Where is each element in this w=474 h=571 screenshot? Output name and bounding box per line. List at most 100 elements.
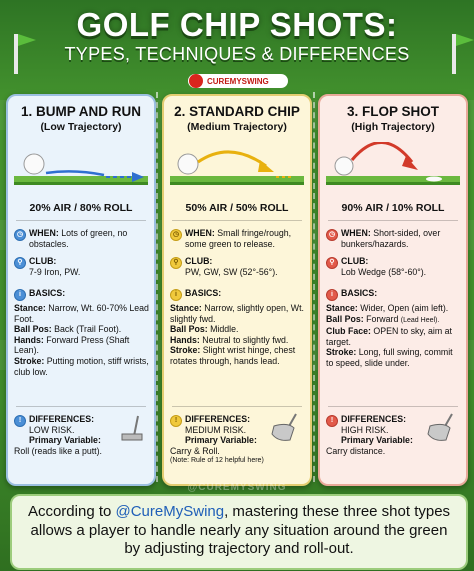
separator xyxy=(16,406,146,407)
basics-section: i BASICS: Stance: Narrow, slightly open,… xyxy=(170,288,306,367)
club-section: ⚲ CLUB: PW, GW, SW (52°-56°). xyxy=(170,256,306,277)
when-label: WHEN: xyxy=(185,228,215,238)
differences-section: ! DIFFERENCES: MEDIUM RISK. Primary Variab… xyxy=(170,414,270,467)
basics-section: i BASICS: Stance: Narrow, Wt. 60-70% Lea… xyxy=(14,288,150,377)
golf-ball-icon xyxy=(334,156,354,176)
air-roll-ratio: 50% AIR / 50% ROLL xyxy=(185,202,289,214)
differences-section: ! DIFFERENCES: HIGH RISK. Primary Variable… xyxy=(326,414,426,456)
primary-variable-label: Primary Variable: xyxy=(185,435,257,446)
differences-icon: ! xyxy=(170,415,182,427)
differences-icon: ! xyxy=(326,415,338,427)
basics-stroke: Stroke: Long, full swing, commit to spee… xyxy=(326,347,453,368)
basics-hands: Hands: Neutral to slightly fwd. xyxy=(170,334,289,345)
separator xyxy=(328,220,458,221)
wedge-icon xyxy=(271,413,297,441)
brand-mark-icon xyxy=(189,74,203,88)
differences-icon: ! xyxy=(14,415,26,427)
when-clock-icon: ◷ xyxy=(326,229,338,241)
separator xyxy=(328,406,458,407)
separator xyxy=(16,220,146,221)
separator xyxy=(172,406,302,407)
divider xyxy=(313,92,315,482)
summary-text: According to @CureMySwing, mastering the… xyxy=(27,503,451,557)
brand-logo: CUREMYSWING xyxy=(188,74,288,88)
club-icon: ⚲ xyxy=(326,257,338,269)
basics-section: i BASICS: Stance: Wider, Open (aim left)… xyxy=(326,288,462,369)
basics-club-face: Club Face: OPEN to sky, aim at target. xyxy=(326,326,452,347)
bump-and-run-trajectory-illustration xyxy=(14,153,148,185)
primary-variable-label: Primary Variable: xyxy=(29,435,101,446)
basics-hands: Hands: Forward Press (Shaft Lean). xyxy=(14,334,130,356)
summary-footer: According to @CureMySwing, mastering the… xyxy=(10,494,468,570)
basics-stance: Stance: Narrow, slightly open, Wt. sligh… xyxy=(170,303,304,324)
page-subtitle: TYPES, TECHNIQUES & DIFFERENCES xyxy=(64,44,410,64)
watermark: @CUREMYSWING xyxy=(187,482,287,493)
when-section: ◷ WHEN: Small fringe/rough, some green t… xyxy=(170,228,306,249)
golf-ball-icon xyxy=(23,153,45,175)
when-text: Lots of green, no obstacles. xyxy=(29,228,128,249)
primary-variable-label: Primary Variable: xyxy=(341,435,413,446)
club-icon: ⚲ xyxy=(14,257,26,269)
rule-of-12-note: (Note: Rule of 12 helpful here) xyxy=(170,457,264,465)
basics-stroke: Stroke: Putting motion, stiff wrists, cl… xyxy=(14,355,149,377)
air-roll-ratio: 20% AIR / 80% ROLL xyxy=(29,202,133,214)
club-section: ⚲ CLUB: Lob Wedge (58°-60°). xyxy=(326,256,462,277)
club-icon: ⚲ xyxy=(170,257,182,269)
primary-variable-text: Carry & Roll. xyxy=(170,445,220,456)
basics-ball-pos: Ball Pos: Middle. xyxy=(170,324,239,335)
when-section: ◷ WHEN: Short-sided, over bunkers/hazard… xyxy=(326,228,462,249)
differences-section: ! DIFFERENCES: LOW RISK. Primary Variable:… xyxy=(14,414,114,456)
basics-label: BASICS: xyxy=(185,288,222,298)
when-clock-icon: ◷ xyxy=(170,229,182,241)
club-label: CLUB: xyxy=(341,256,369,266)
card-subtitle: (Low Trajectory) xyxy=(40,121,122,133)
basics-icon: i xyxy=(14,289,26,301)
club-section: ⚲ CLUB: 7-9 Iron, PW. xyxy=(14,256,150,277)
basics-ball-pos: Ball Pos: Back (Trail Foot). xyxy=(14,324,122,335)
basics-label: BASICS: xyxy=(29,288,66,298)
golf-ball-icon xyxy=(177,153,199,175)
when-label: WHEN: xyxy=(29,228,59,238)
putter-icon xyxy=(121,415,143,441)
basics-label: BASICS: xyxy=(341,288,378,298)
risk-level: LOW RISK. xyxy=(29,424,75,435)
basics-ball-pos: Ball Pos: Forward (Lead Heel). xyxy=(326,313,440,324)
air-roll-ratio: 90% AIR / 10% ROLL xyxy=(341,202,445,214)
basics-icon: i xyxy=(326,289,338,301)
basics-stance: Stance: Wider, Open (aim left). xyxy=(326,303,449,313)
risk-level: HIGH RISK. xyxy=(341,424,389,435)
when-section: ◷ WHEN: Lots of green, no obstacles. xyxy=(14,228,150,249)
separator xyxy=(172,220,302,221)
basics-icon: i xyxy=(170,289,182,301)
club-text: 7-9 Iron, PW. xyxy=(29,266,81,277)
basics-stroke: Stroke: Slight wrist hinge, chest rotate… xyxy=(170,345,296,366)
primary-variable-text: Roll (reads like a putt). xyxy=(14,445,103,456)
card-bump-and-run: 1. BUMP AND RUN (Low Trajectory) 20% AIR… xyxy=(6,94,156,486)
card-subtitle: (High Trajectory) xyxy=(351,121,435,133)
brand-name: CUREMYSWING xyxy=(207,76,269,86)
wedge-icon xyxy=(427,413,453,441)
club-text: Lob Wedge (58°-60°). xyxy=(341,266,427,277)
differences-label: DIFFERENCES: xyxy=(185,414,251,424)
card-flop-shot: 3. FLOP SHOT (High Trajectory) 90% AIR /… xyxy=(318,94,468,486)
card-title: 2. STANDARD CHIP xyxy=(174,104,300,119)
divider xyxy=(156,92,158,482)
card-subtitle: (Medium Trajectory) xyxy=(187,121,287,133)
risk-level: MEDIUM RISK. xyxy=(185,424,247,435)
card-standard-chip: 2. STANDARD CHIP (Medium Trajectory) 50%… xyxy=(162,94,312,486)
standard-chip-trajectory-illustration xyxy=(170,150,304,185)
club-label: CLUB: xyxy=(29,256,57,266)
differences-label: DIFFERENCES: xyxy=(29,414,95,424)
page-title: GOLF CHIP SHOTS: xyxy=(76,6,398,43)
basics-stance: Stance: Narrow, Wt. 60-70% Lead Foot. xyxy=(14,303,149,324)
club-label: CLUB: xyxy=(185,256,213,266)
when-text: Small fringe/rough, some green to releas… xyxy=(185,228,292,249)
club-text: PW, GW, SW (52°-56°). xyxy=(185,266,278,277)
primary-variable-text: Carry distance. xyxy=(326,445,386,456)
flop-shot-trajectory-illustration xyxy=(326,142,460,185)
card-title: 3. FLOP SHOT xyxy=(346,104,439,119)
when-label: WHEN: xyxy=(341,228,371,238)
differences-label: DIFFERENCES: xyxy=(341,414,407,424)
card-title: 1. BUMP AND RUN xyxy=(20,104,141,119)
when-clock-icon: ◷ xyxy=(14,229,26,241)
